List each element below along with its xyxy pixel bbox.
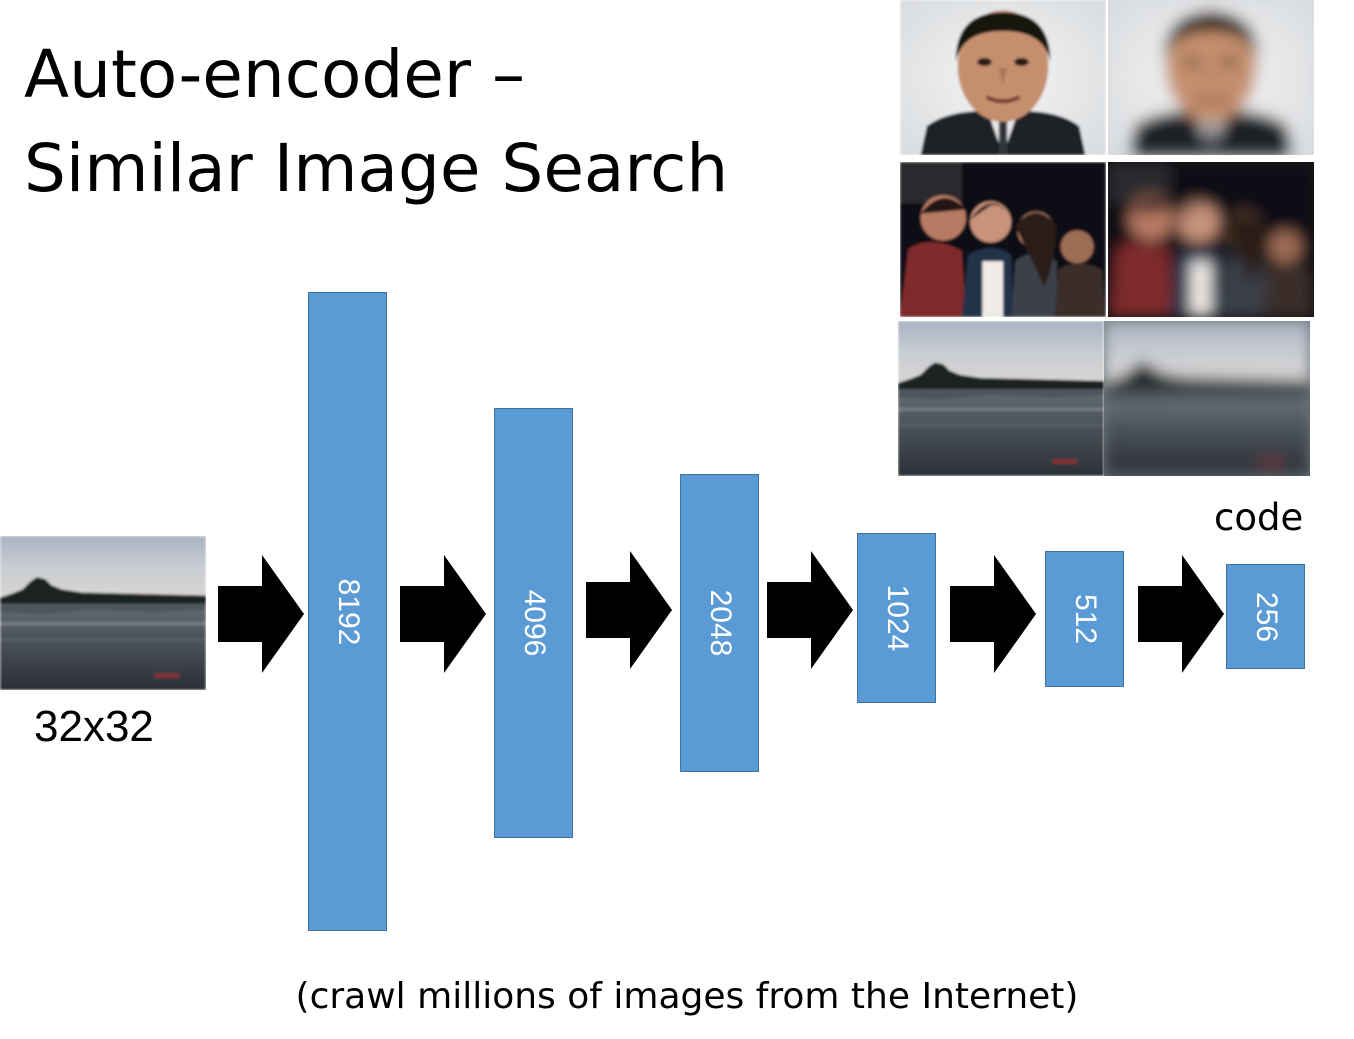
right-arrow-icon — [218, 555, 304, 673]
code-label: code — [1214, 496, 1304, 539]
layer-2048-label: 2048 — [703, 589, 737, 657]
right-arrow-icon — [586, 551, 672, 669]
right-arrow-icon — [767, 551, 853, 669]
title-line-1: Auto-encoder – — [24, 36, 525, 113]
layer-256-code: 256 — [1226, 564, 1305, 669]
caption: (crawl millions of images from the Inter… — [295, 976, 1079, 1017]
input-image-icon — [0, 536, 206, 690]
layer-8192: 8192 — [308, 292, 387, 931]
right-arrow-icon — [950, 555, 1036, 673]
group-reconstruction-icon — [1108, 162, 1314, 317]
lake-photo-icon — [898, 321, 1104, 476]
right-arrow-icon — [1138, 555, 1224, 673]
group-photo-icon — [900, 162, 1106, 317]
layer-256-label: 256 — [1249, 591, 1283, 642]
layer-512-label: 512 — [1068, 593, 1102, 645]
layer-1024-label: 1024 — [880, 584, 914, 652]
layer-512: 512 — [1045, 551, 1124, 687]
layer-2048: 2048 — [680, 474, 759, 772]
slide-title: Auto-encoder – Similar Image Search — [24, 28, 864, 216]
right-arrow-icon — [400, 555, 486, 673]
lake-reconstruction-icon — [1104, 321, 1310, 476]
layer-8192-label: 8192 — [331, 578, 365, 645]
face-reconstruction-icon — [1108, 0, 1314, 155]
title-line-2: Similar Image Search — [24, 130, 729, 207]
layer-1024: 1024 — [857, 533, 936, 703]
input-size-label: 32x32 — [34, 702, 154, 751]
layer-4096: 4096 — [494, 408, 573, 838]
face-photo-icon — [900, 0, 1106, 155]
layer-4096-label: 4096 — [517, 589, 551, 657]
